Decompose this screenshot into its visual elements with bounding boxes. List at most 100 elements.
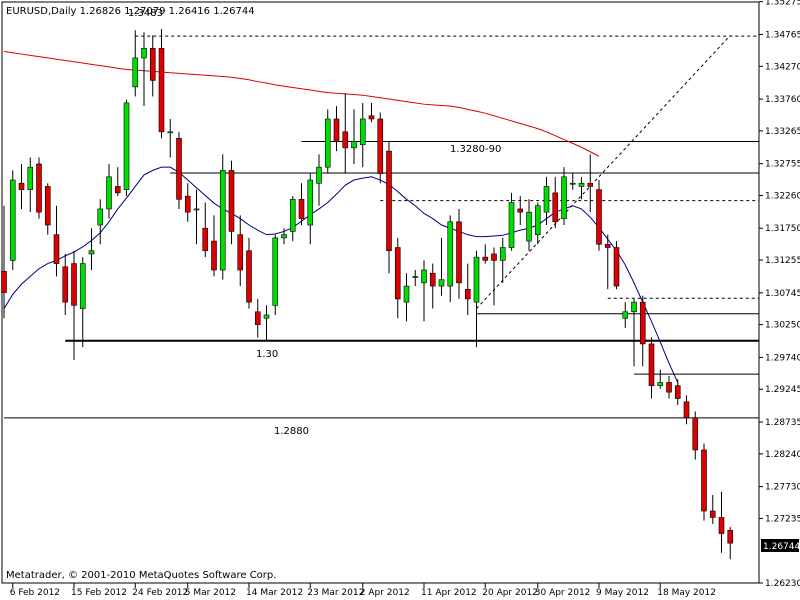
candle[interactable] bbox=[403, 273, 410, 322]
candle[interactable] bbox=[219, 154, 226, 280]
trend-line[interactable] bbox=[476, 35, 731, 309]
candle[interactable] bbox=[709, 494, 716, 524]
candle[interactable] bbox=[377, 112, 384, 184]
x-tick-label: 18 May 2012 bbox=[657, 588, 716, 598]
candle[interactable] bbox=[53, 205, 60, 277]
candle[interactable] bbox=[421, 260, 427, 322]
candle[interactable] bbox=[438, 237, 445, 296]
candle[interactable] bbox=[604, 234, 611, 290]
candle-body bbox=[79, 263, 86, 309]
candle-body bbox=[298, 199, 305, 219]
candle-body bbox=[62, 266, 69, 303]
candle[interactable] bbox=[386, 141, 392, 274]
candle[interactable] bbox=[683, 395, 690, 425]
candle[interactable] bbox=[307, 173, 314, 245]
candle[interactable] bbox=[429, 263, 436, 309]
candle[interactable] bbox=[289, 196, 296, 242]
candle[interactable] bbox=[517, 196, 524, 226]
candle[interactable] bbox=[141, 32, 147, 107]
candle-body bbox=[666, 382, 672, 393]
candle[interactable] bbox=[18, 163, 25, 209]
candle[interactable] bbox=[359, 102, 366, 168]
y-tick-label: 1.32260 bbox=[765, 191, 800, 201]
candle[interactable] bbox=[613, 241, 620, 290]
candle-body bbox=[464, 288, 471, 300]
candle[interactable] bbox=[1, 205, 7, 319]
candle-body bbox=[254, 311, 261, 325]
candle[interactable] bbox=[167, 118, 174, 158]
candle[interactable] bbox=[526, 199, 532, 251]
candle[interactable] bbox=[132, 30, 139, 97]
candle[interactable] bbox=[587, 154, 594, 213]
candle[interactable] bbox=[114, 167, 121, 197]
candle[interactable] bbox=[202, 202, 209, 258]
candle[interactable] bbox=[263, 305, 270, 341]
candle-body bbox=[569, 182, 576, 185]
candle[interactable] bbox=[648, 337, 655, 399]
candle[interactable] bbox=[491, 247, 497, 306]
candle[interactable] bbox=[316, 154, 322, 206]
candle[interactable] bbox=[701, 443, 707, 521]
candle[interactable] bbox=[79, 257, 86, 348]
candle[interactable] bbox=[123, 99, 130, 197]
candle[interactable] bbox=[36, 157, 42, 219]
candle[interactable] bbox=[464, 263, 471, 315]
candle[interactable] bbox=[692, 411, 699, 460]
candle[interactable] bbox=[158, 28, 165, 139]
candle[interactable] bbox=[27, 157, 34, 213]
candle[interactable] bbox=[412, 270, 419, 287]
candle[interactable] bbox=[578, 176, 585, 200]
candle[interactable] bbox=[176, 131, 182, 209]
candle[interactable] bbox=[211, 215, 217, 277]
candle[interactable] bbox=[456, 208, 462, 299]
candle[interactable] bbox=[543, 176, 550, 226]
candle[interactable] bbox=[552, 176, 559, 229]
candle[interactable] bbox=[534, 202, 541, 245]
candle[interactable] bbox=[106, 163, 112, 219]
candle[interactable] bbox=[394, 237, 401, 319]
candle[interactable] bbox=[368, 102, 375, 123]
candle-body bbox=[552, 192, 559, 223]
candle[interactable] bbox=[71, 250, 77, 360]
candle[interactable] bbox=[324, 109, 331, 174]
candle[interactable] bbox=[193, 189, 200, 245]
candle[interactable] bbox=[631, 298, 637, 367]
candle[interactable] bbox=[44, 183, 51, 235]
candle[interactable] bbox=[447, 215, 454, 303]
candle[interactable] bbox=[333, 106, 340, 152]
candle[interactable] bbox=[351, 109, 357, 164]
candle[interactable] bbox=[97, 199, 104, 245]
candle-body bbox=[368, 115, 375, 120]
candle[interactable] bbox=[482, 244, 489, 264]
candle[interactable] bbox=[657, 369, 664, 389]
candle[interactable] bbox=[674, 379, 681, 405]
candle-body bbox=[421, 269, 427, 284]
candle[interactable] bbox=[569, 173, 576, 190]
candle[interactable] bbox=[342, 93, 349, 174]
candle[interactable] bbox=[596, 180, 602, 251]
candle[interactable] bbox=[561, 167, 567, 226]
candle[interactable] bbox=[622, 302, 629, 328]
candle[interactable] bbox=[298, 183, 305, 226]
candle[interactable] bbox=[281, 228, 287, 245]
candle[interactable] bbox=[184, 183, 191, 222]
candle[interactable] bbox=[254, 298, 261, 338]
x-tick-label: 11 Apr 2012 bbox=[421, 588, 477, 598]
candle[interactable] bbox=[727, 527, 734, 560]
candle[interactable] bbox=[639, 295, 646, 367]
candle[interactable] bbox=[272, 234, 279, 315]
candle[interactable] bbox=[228, 160, 235, 245]
candle[interactable] bbox=[499, 237, 506, 283]
candle[interactable] bbox=[508, 192, 515, 251]
candle[interactable] bbox=[473, 250, 480, 348]
candle-body bbox=[44, 186, 51, 226]
candle[interactable] bbox=[237, 215, 244, 287]
candle[interactable] bbox=[718, 491, 725, 553]
candle[interactable] bbox=[149, 35, 156, 97]
candle[interactable] bbox=[88, 228, 95, 271]
candle[interactable] bbox=[9, 170, 16, 271]
candle[interactable] bbox=[246, 237, 252, 309]
candle[interactable] bbox=[666, 376, 672, 399]
candle[interactable] bbox=[62, 253, 69, 315]
